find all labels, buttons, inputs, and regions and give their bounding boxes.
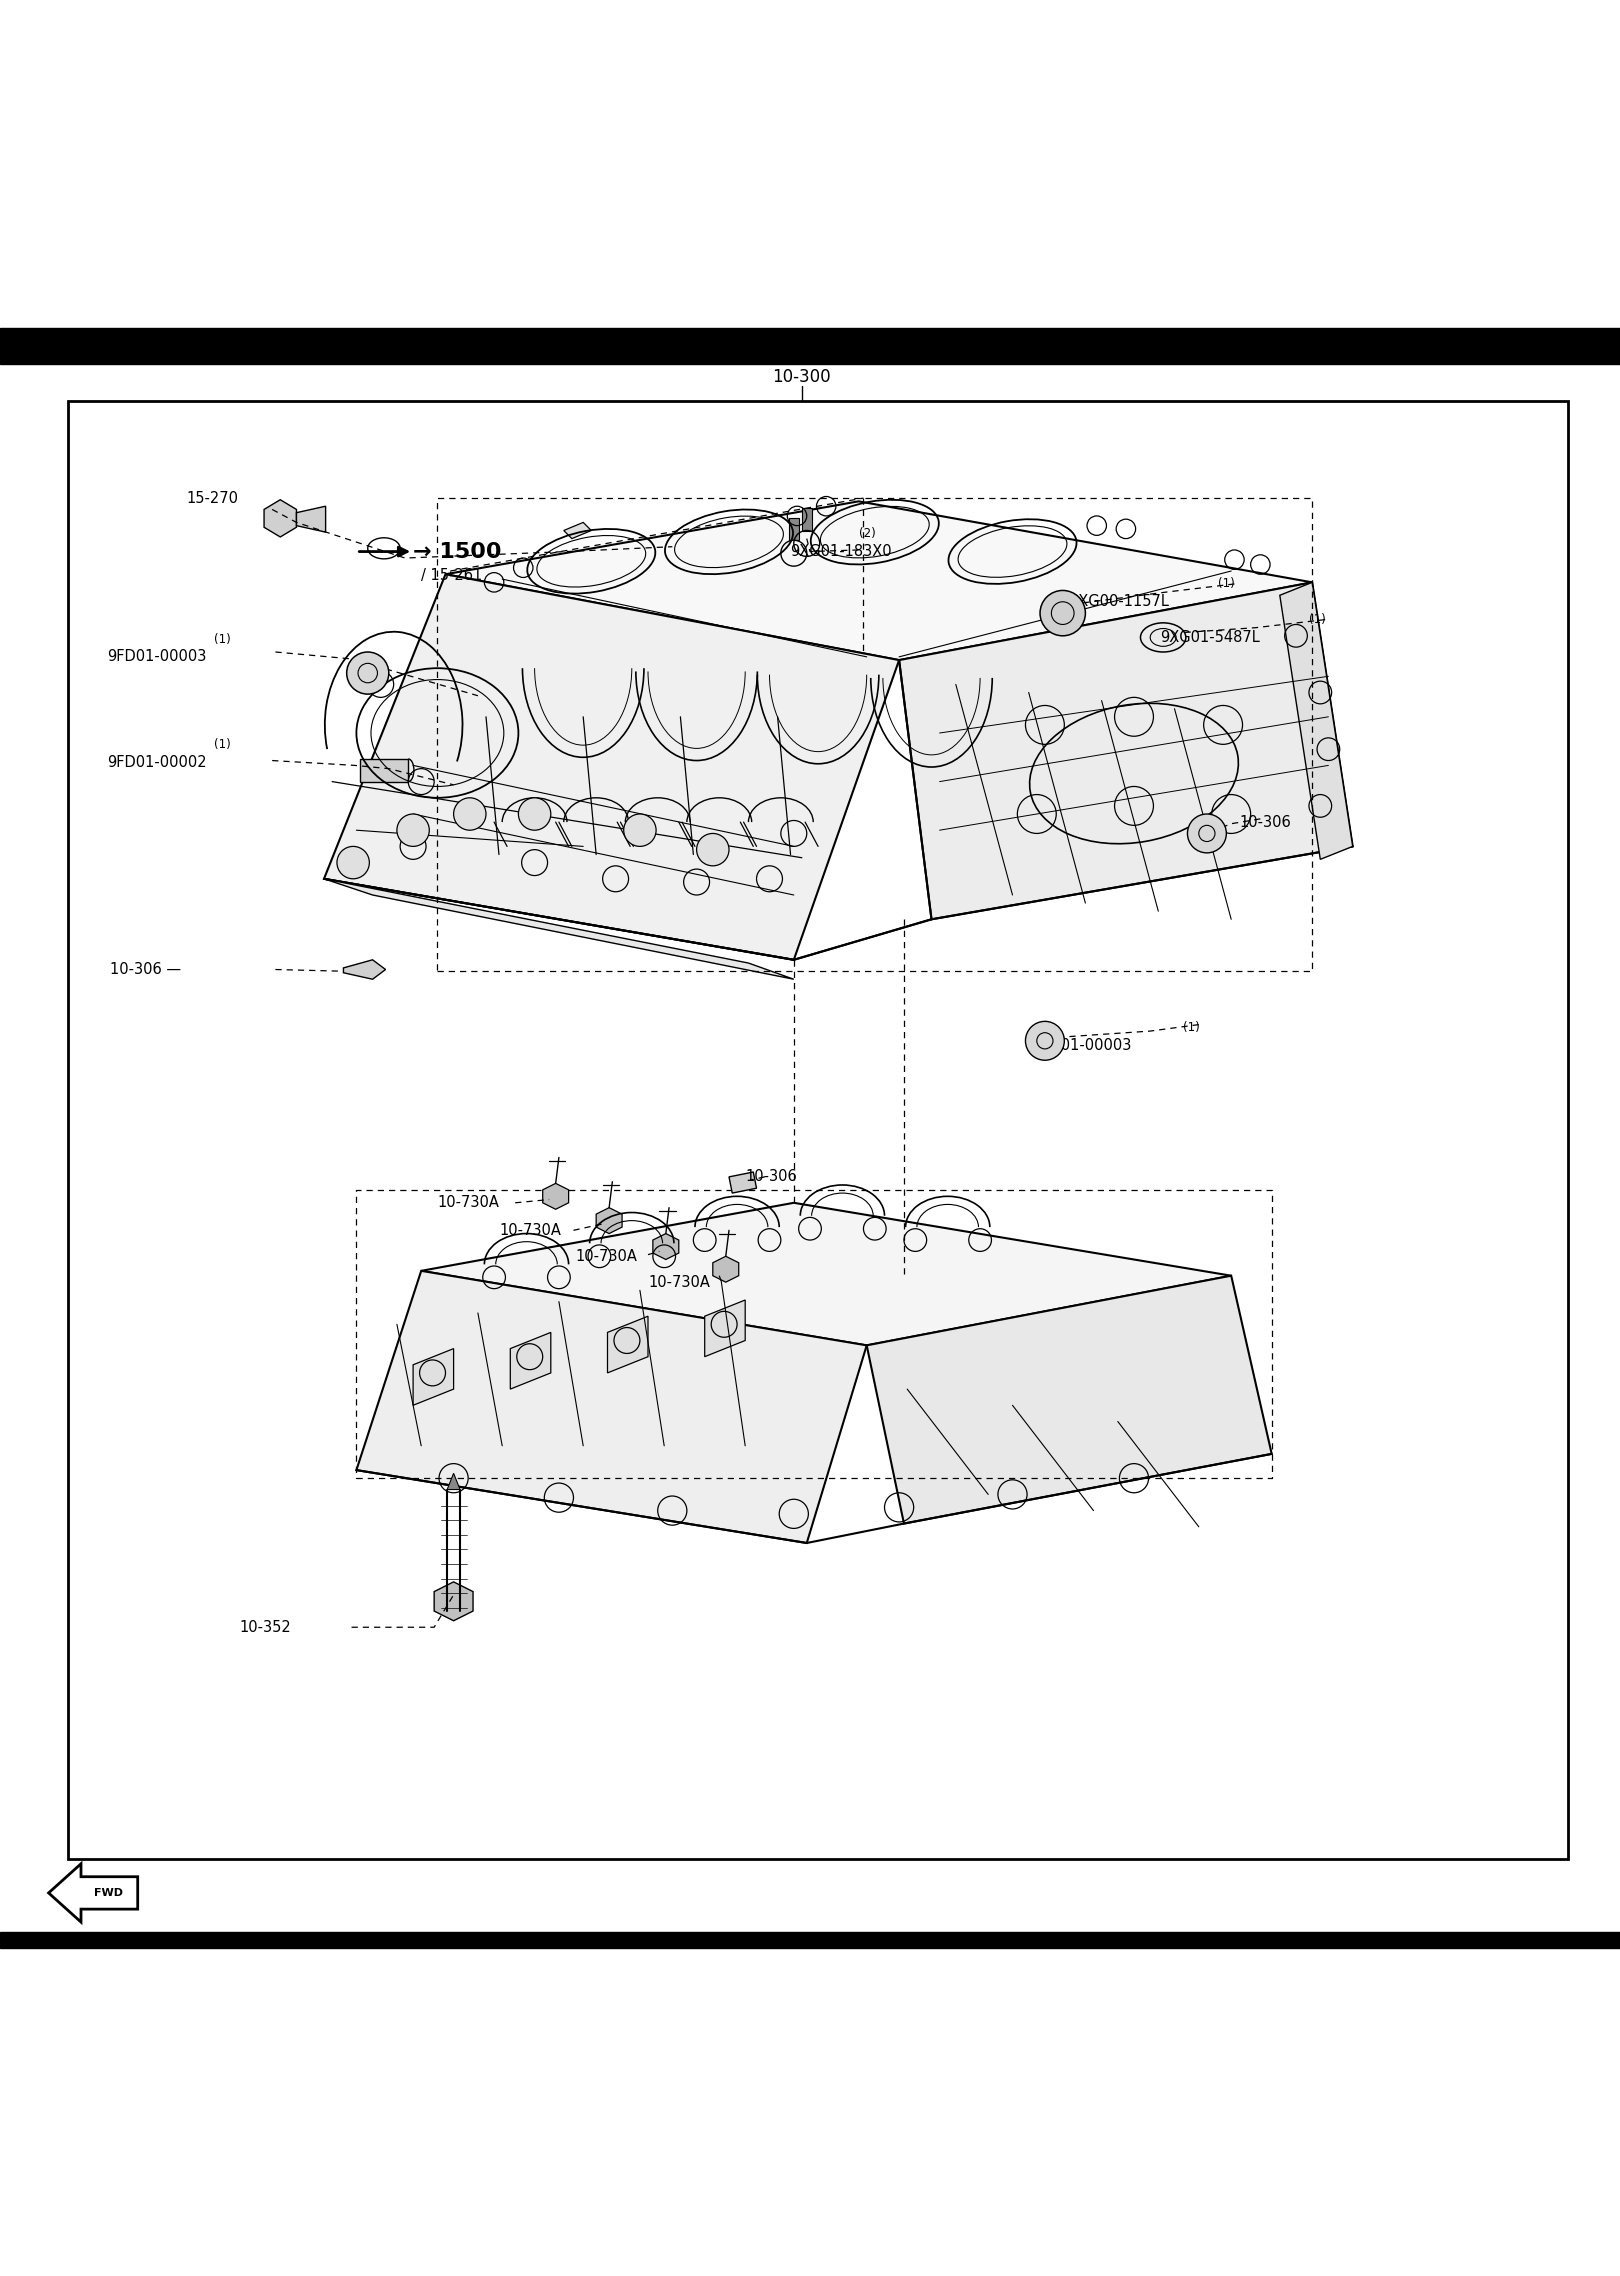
- Text: 9FD01-00003: 9FD01-00003: [1032, 1038, 1131, 1054]
- Text: 10-730A: 10-730A: [648, 1275, 710, 1290]
- Text: / 15-261: / 15-261: [421, 569, 483, 583]
- Polygon shape: [360, 758, 408, 781]
- Text: (1): (1): [1309, 612, 1325, 626]
- Polygon shape: [356, 1270, 867, 1543]
- Polygon shape: [296, 505, 326, 533]
- Text: 15-270: 15-270: [186, 492, 238, 505]
- Polygon shape: [413, 1350, 454, 1404]
- Circle shape: [337, 847, 369, 879]
- Text: 10-306 —: 10-306 —: [110, 963, 181, 976]
- Polygon shape: [729, 1172, 757, 1193]
- Circle shape: [624, 815, 656, 847]
- Text: (1): (1): [214, 633, 230, 646]
- Polygon shape: [543, 1184, 569, 1209]
- Circle shape: [1187, 815, 1226, 854]
- Polygon shape: [653, 1234, 679, 1259]
- Polygon shape: [434, 1582, 473, 1621]
- Polygon shape: [713, 1256, 739, 1281]
- Text: FWD: FWD: [94, 1887, 123, 1898]
- Text: 10-352: 10-352: [240, 1621, 292, 1634]
- Polygon shape: [899, 583, 1353, 920]
- Polygon shape: [447, 1473, 460, 1489]
- Bar: [0, 328, 1620, 364]
- Text: → 1500: → 1500: [413, 542, 502, 562]
- Polygon shape: [789, 517, 799, 539]
- Circle shape: [697, 833, 729, 865]
- Text: (1): (1): [214, 737, 230, 751]
- Text: 10-730A: 10-730A: [437, 1195, 499, 1211]
- Polygon shape: [705, 1300, 745, 1356]
- Circle shape: [518, 799, 551, 831]
- Circle shape: [454, 799, 486, 831]
- Text: 10-730A: 10-730A: [575, 1250, 637, 1263]
- Text: 9XG01-5487L: 9XG01-5487L: [1160, 630, 1260, 644]
- Polygon shape: [446, 501, 1312, 660]
- Polygon shape: [608, 1316, 648, 1372]
- Polygon shape: [324, 574, 899, 960]
- Circle shape: [1040, 589, 1085, 635]
- Bar: [68, 401, 1568, 1859]
- Polygon shape: [802, 508, 812, 530]
- Polygon shape: [264, 501, 296, 537]
- Polygon shape: [510, 1331, 551, 1388]
- Text: (1): (1): [1183, 1022, 1199, 1033]
- Text: (2): (2): [859, 528, 875, 539]
- Polygon shape: [1280, 583, 1353, 860]
- Text: 10-306: 10-306: [1239, 815, 1291, 828]
- Circle shape: [347, 651, 389, 694]
- Polygon shape: [867, 1277, 1272, 1523]
- Polygon shape: [421, 1202, 1231, 1345]
- Text: 10-730A: 10-730A: [499, 1222, 561, 1238]
- Circle shape: [1025, 1022, 1064, 1061]
- Text: 9FD01-00003: 9FD01-00003: [107, 649, 206, 665]
- Circle shape: [397, 815, 429, 847]
- Text: 10-300: 10-300: [773, 369, 831, 385]
- Text: 10-306: 10-306: [745, 1170, 797, 1184]
- Text: 9FD01-00002: 9FD01-00002: [107, 756, 206, 769]
- Polygon shape: [343, 960, 386, 979]
- Text: 9XG01-183X0: 9XG01-183X0: [791, 544, 893, 560]
- Polygon shape: [596, 1209, 622, 1234]
- Polygon shape: [49, 1864, 138, 1921]
- Text: (1): (1): [1218, 578, 1234, 589]
- Text: 9XG00-1157L: 9XG00-1157L: [1069, 594, 1170, 610]
- Polygon shape: [324, 879, 794, 979]
- Bar: [0, 1932, 1620, 1948]
- Polygon shape: [564, 523, 591, 539]
